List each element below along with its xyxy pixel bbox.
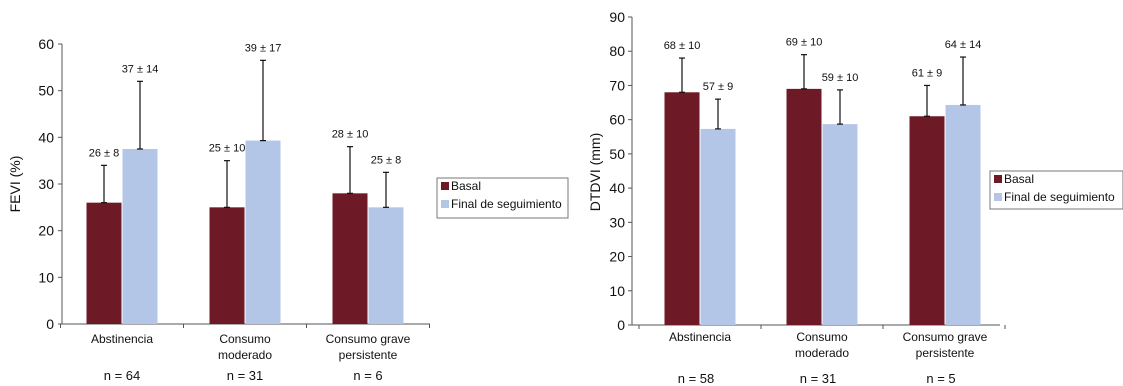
y-tick-label: 20 <box>609 249 625 265</box>
bar-basal-1 <box>86 202 122 324</box>
x-category-label: persistente <box>916 346 975 360</box>
y-tick-label: 10 <box>38 269 54 285</box>
y-tick-label: 50 <box>609 146 625 162</box>
data-label: 69 ± 10 <box>786 37 823 49</box>
legend-box <box>989 170 1123 210</box>
legend-label-basal: Basal <box>1004 172 1034 186</box>
legend-swatch-final <box>994 193 1002 201</box>
legend-label-final: Final de seguimiento <box>451 197 562 211</box>
x-category-label: Consumo <box>219 332 271 346</box>
x-category-label: moderado <box>795 346 849 360</box>
y-tick-label: 40 <box>38 129 54 145</box>
y-tick-label: 90 <box>609 9 625 25</box>
bar-final-3 <box>368 207 404 324</box>
y-axis-label: FEVI (%) <box>7 156 23 213</box>
bar-final-1 <box>122 149 158 324</box>
bar-final-3 <box>945 104 981 325</box>
bar-basal-3 <box>909 116 945 325</box>
y-tick-label: 30 <box>609 214 625 230</box>
data-label: 37 ± 14 <box>122 63 159 75</box>
data-label: 57 ± 9 <box>703 81 734 93</box>
sample-size-label: n = 64 <box>104 368 141 383</box>
bar-final-1 <box>700 128 736 325</box>
data-label: 25 ± 10 <box>209 143 246 155</box>
bar-basal-2 <box>209 207 245 324</box>
legend-swatch-basal <box>441 182 449 190</box>
bar-final-2 <box>822 124 858 325</box>
legend: Basal Final de seguimiento <box>436 177 569 219</box>
x-category-label: Consumo grave <box>326 332 411 346</box>
y-tick-label: 60 <box>609 112 625 128</box>
legend-swatch-basal <box>994 175 1002 183</box>
y-axis-label: DTDVI (mm) <box>587 133 603 212</box>
data-label: 25 ± 8 <box>371 154 402 166</box>
x-category-label: Abstinencia <box>669 330 731 344</box>
y-tick-label: 70 <box>609 77 625 93</box>
bar-basal-1 <box>664 92 700 326</box>
y-tick-label: 30 <box>38 176 54 192</box>
data-label: 64 ± 14 <box>945 39 982 51</box>
legend-box <box>436 177 569 219</box>
y-tick-label: 10 <box>609 283 625 299</box>
sample-size-label: n = 31 <box>800 371 837 386</box>
chart-2: 0 10 20 30 40 50 60 70 80 90 DTDVI (mm) 68 ± 10 69 ±… <box>587 9 1123 386</box>
y-tick-label: 80 <box>609 43 625 59</box>
y-tick-label: 0 <box>617 317 625 333</box>
x-category-label: moderado <box>218 348 272 362</box>
x-category-label: persistente <box>339 348 398 362</box>
bar-basal-2 <box>786 88 822 325</box>
chart-1: 0 10 20 30 40 50 60 FEVI (%) 26 ± 8 25 ± 10 28 ± 1… <box>7 36 569 383</box>
sample-size-label: n = 5 <box>926 371 955 386</box>
data-label: 68 ± 10 <box>664 40 701 52</box>
x-category-label: Consumo <box>796 330 848 344</box>
bar-final-2 <box>245 140 281 324</box>
legend-swatch-final <box>441 200 449 208</box>
x-category-label: Abstinencia <box>91 332 153 346</box>
y-tick-label: 20 <box>38 223 54 239</box>
bar-basal-3 <box>332 193 368 324</box>
y-tick-label: 60 <box>38 36 54 52</box>
x-category-label: Consumo grave <box>903 330 988 344</box>
data-label: 39 ± 17 <box>245 42 282 54</box>
sample-size-label: n = 58 <box>678 371 715 386</box>
data-label: 61 ± 9 <box>912 67 943 79</box>
y-tick-label: 50 <box>38 83 54 99</box>
legend-label-final: Final de seguimiento <box>1004 190 1115 204</box>
data-label: 28 ± 10 <box>332 129 369 141</box>
legend-label-basal: Basal <box>451 179 481 193</box>
data-label: 59 ± 10 <box>822 72 859 84</box>
legend: Basal Final de seguimiento <box>989 170 1123 210</box>
y-tick-label: 40 <box>609 180 625 196</box>
y-tick-label: 0 <box>46 316 54 332</box>
data-label: 26 ± 8 <box>89 147 120 159</box>
sample-size-label: n = 6 <box>353 368 382 383</box>
sample-size-label: n = 31 <box>227 368 264 383</box>
